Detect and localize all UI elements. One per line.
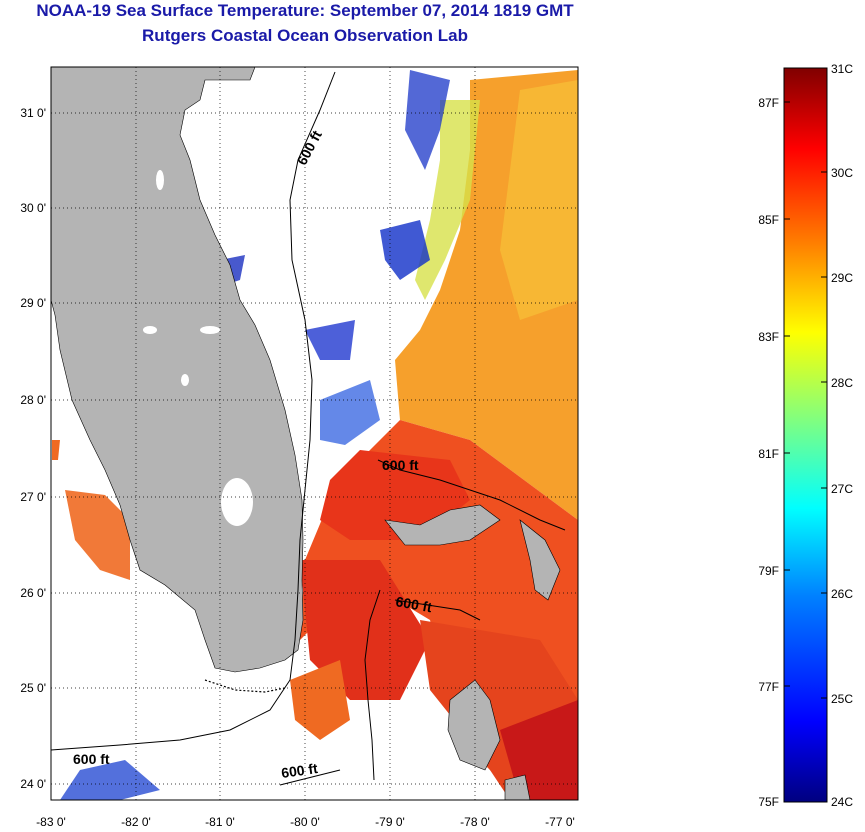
lat-tick-label: 29 0' bbox=[20, 296, 46, 310]
contour-label: 600 ft bbox=[382, 457, 419, 473]
map-title: NOAA-19 Sea Surface Temperature: Septemb… bbox=[36, 1, 574, 20]
colorbar-celsius-label: 31C bbox=[831, 62, 853, 76]
abaco-island bbox=[519, 519, 561, 601]
map-subtitle: Rutgers Coastal Ocean Observation Lab bbox=[142, 26, 468, 45]
bahama-bank bbox=[504, 774, 531, 800]
lon-tick-label: -77 0' bbox=[545, 815, 575, 829]
lat-tick-label: 26 0' bbox=[20, 586, 46, 600]
lon-tick-label: -78 0' bbox=[460, 815, 490, 829]
lon-tick-label: -82 0' bbox=[121, 815, 151, 829]
colorbar-celsius-label: 28C bbox=[831, 376, 853, 390]
lat-tick-label: 24 0' bbox=[20, 777, 46, 791]
colorbar-fahrenheit-label: 81F bbox=[758, 447, 779, 461]
lon-tick-label: -81 0' bbox=[205, 815, 235, 829]
colorbar-fahrenheit-label: 79F bbox=[758, 564, 779, 578]
colorbar-celsius-label: 26C bbox=[831, 587, 853, 601]
grand-bahama-island bbox=[384, 504, 501, 546]
lake-okeechobee bbox=[221, 478, 253, 526]
lon-tick-label: -80 0' bbox=[290, 815, 320, 829]
map-frame bbox=[50, 66, 579, 801]
colorbar-fahrenheit-label: 75F bbox=[758, 795, 779, 809]
colorbar-celsius-label: 27C bbox=[831, 482, 853, 496]
lon-tick-label: -79 0' bbox=[375, 815, 405, 829]
lat-tick-label: 31 0' bbox=[20, 106, 46, 120]
lat-tick-label: 27 0' bbox=[20, 490, 46, 504]
lat-tick-label: 28 0' bbox=[20, 393, 46, 407]
colorbar-fahrenheit-label: 83F bbox=[758, 330, 779, 344]
andros-island bbox=[447, 679, 501, 771]
colorbar-fahrenheit-label: 87F bbox=[758, 96, 779, 110]
colorbar-fahrenheit-label: 77F bbox=[758, 680, 779, 694]
contour-label: 600 ft bbox=[73, 751, 110, 767]
colorbar-fahrenheit-label: 85F bbox=[758, 213, 779, 227]
colorbar-celsius-label: 24C bbox=[831, 795, 853, 809]
isobath-contours bbox=[51, 71, 566, 786]
temperature-colorbar bbox=[783, 67, 828, 803]
lon-tick-label: -83 0' bbox=[36, 815, 66, 829]
lat-tick-label: 30 0' bbox=[20, 201, 46, 215]
contour-label: 600 ft bbox=[394, 593, 433, 615]
contour-label: 600 ft bbox=[280, 760, 319, 781]
colorbar-celsius-label: 30C bbox=[831, 166, 853, 180]
sst-data-layer bbox=[52, 70, 578, 800]
colorbar-celsius-label: 29C bbox=[831, 271, 853, 285]
lat-tick-label: 25 0' bbox=[20, 681, 46, 695]
colorbar-celsius-label: 25C bbox=[831, 692, 853, 706]
